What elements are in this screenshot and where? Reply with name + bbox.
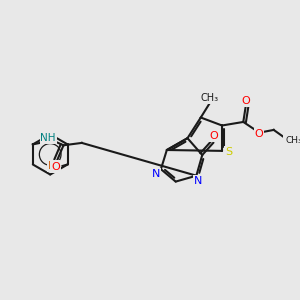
Text: S: S — [225, 147, 232, 158]
Text: N: N — [194, 176, 202, 186]
Text: O: O — [51, 162, 60, 172]
Text: O: O — [242, 96, 250, 106]
Text: Br: Br — [48, 161, 59, 171]
Text: NH: NH — [40, 134, 56, 143]
Text: CH₃: CH₃ — [201, 93, 219, 103]
Text: O: O — [255, 129, 263, 139]
Text: CH₃: CH₃ — [285, 136, 300, 145]
Text: O: O — [210, 131, 218, 141]
Text: N: N — [152, 169, 160, 178]
